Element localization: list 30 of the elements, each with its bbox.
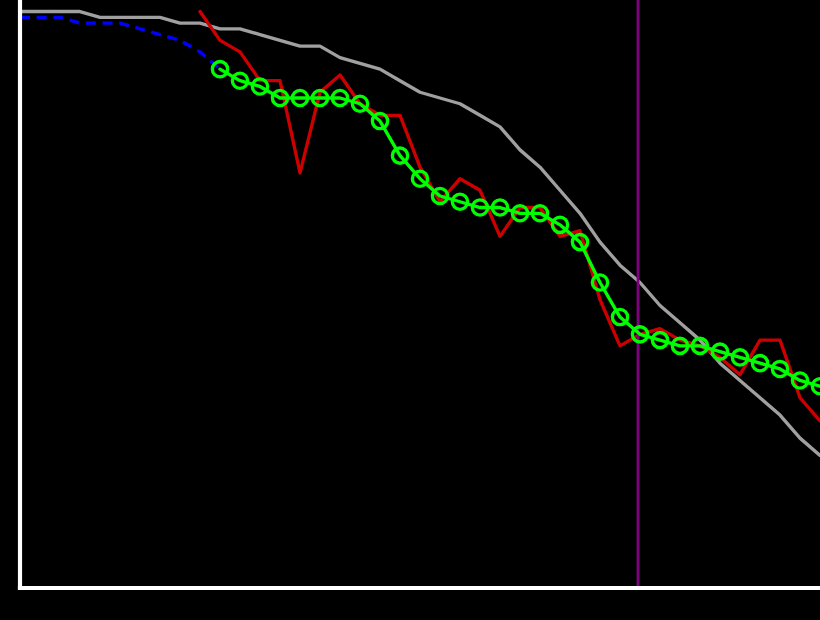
point (490, 198, 510, 217)
point (470, 198, 490, 217)
point (750, 353, 770, 373)
point (210, 59, 230, 79)
point (610, 307, 630, 327)
point (650, 330, 670, 350)
point (690, 336, 710, 356)
point (430, 186, 450, 206)
point (550, 215, 570, 235)
point (370, 111, 390, 131)
point (350, 94, 370, 114)
point (250, 77, 270, 96)
point (230, 71, 250, 91)
point (510, 203, 530, 223)
point (770, 359, 790, 379)
point (330, 88, 350, 108)
point (270, 88, 290, 108)
point (670, 336, 690, 356)
point (710, 342, 730, 361)
point (450, 192, 470, 212)
point (290, 88, 310, 108)
point (630, 325, 650, 344)
point (530, 203, 550, 223)
point (790, 371, 810, 390)
point (730, 348, 750, 367)
point (410, 169, 430, 189)
point (570, 232, 590, 252)
point (390, 146, 410, 165)
point (310, 88, 330, 108)
point (590, 273, 610, 292)
